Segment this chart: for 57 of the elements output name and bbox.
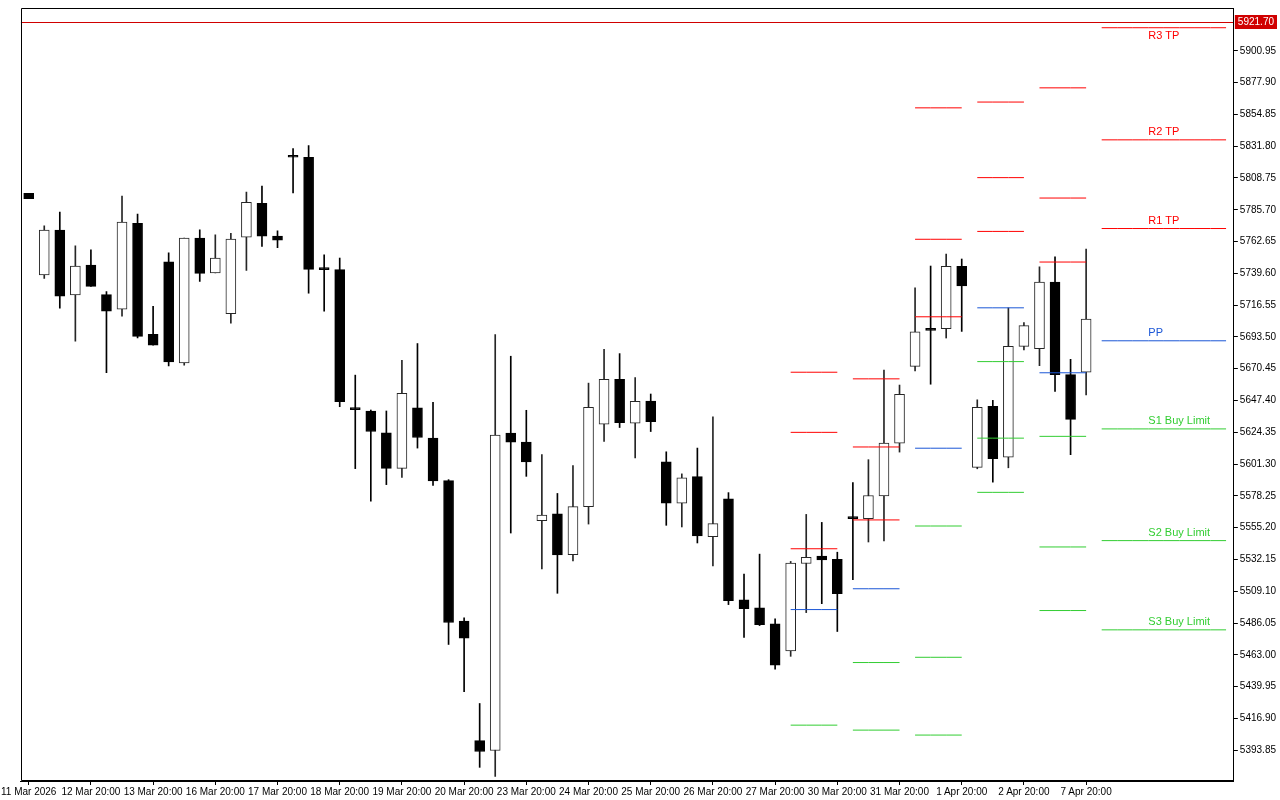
y-tick-label: 5785.70 [1239,203,1277,215]
y-tick-label: 5693.50 [1239,330,1277,342]
x-tick-label: 27 Mar 20:00 [745,785,806,797]
y-tick-label: 5601.30 [1239,457,1277,469]
x-tick-label: 20 Mar 20:00 [434,785,495,797]
y-tick-label: 5854.85 [1239,108,1277,120]
candlestick [847,482,859,581]
candlestick [800,514,812,613]
x-tick-label: 11 Mar 2026 [1,785,57,797]
y-tick-label: 5439.95 [1239,680,1277,692]
series-label: S1 Buy Limit [1148,414,1211,427]
x-tick-label: 2 Apr 20:00 [998,785,1050,797]
y-tick-label: 5416.90 [1239,712,1277,724]
series-label: S3 Buy Limit [1148,615,1211,628]
series-label: S2 Buy Limit [1148,526,1211,539]
y-tick-label: 5509.10 [1239,584,1277,596]
candlestick [505,355,517,534]
x-tick-label: 7 Apr 20:00 [1060,785,1113,797]
x-tick-label: 25 Mar 20:00 [621,785,681,797]
y-tick-label: 5670.45 [1239,362,1277,374]
candlestick [707,416,719,567]
x-tick-label: 19 Mar 20:00 [372,785,432,797]
x-tick-label: 13 Mar 20:00 [123,785,184,797]
y-tick-label: 5739.60 [1239,267,1277,279]
candlestick [318,254,330,312]
x-tick-label: 17 Mar 20:00 [248,785,308,797]
y-tick-label: 5716.55 [1239,298,1277,310]
series-label: PP [1148,326,1164,339]
y-tick-label: 5900.95 [1239,44,1277,56]
x-tick-label: 1 Apr 20:00 [936,785,988,797]
y-tick-label: 5877.90 [1239,76,1277,88]
ref-line-label: 5921.70 [1237,15,1275,27]
y-tick-label: 5647.40 [1239,394,1277,406]
y-tick-label: 5762.65 [1239,235,1277,247]
y-tick-label: 5463.00 [1239,648,1277,660]
y-tick-label: 5808.75 [1239,171,1277,183]
y-tick-label: 5624.35 [1239,426,1277,438]
series-label: R3 TP [1148,29,1180,42]
x-tick-label: 30 Mar 20:00 [807,785,868,797]
y-tick-label: 5578.25 [1239,489,1277,501]
series-label: R1 TP [1148,214,1180,227]
x-tick-label: 18 Mar 20:00 [310,785,370,797]
y-tick-label: 5393.85 [1239,743,1277,755]
candlestick [349,374,361,469]
x-tick-label: 24 Mar 20:00 [559,785,619,797]
x-tick-label: 16 Mar 20:00 [185,785,246,797]
x-tick-label: 23 Mar 20:00 [496,785,557,797]
y-tick-label: 5555.20 [1239,521,1277,533]
candlestick [287,148,299,194]
candlestick [365,409,377,502]
x-tick-label: 31 Mar 20:00 [870,785,930,797]
x-tick-label: 26 Mar 20:00 [683,785,743,797]
x-tick-label: 12 Mar 20:00 [61,785,121,797]
series-label: R2 TP [1148,125,1180,138]
y-tick-label: 5831.80 [1239,139,1277,151]
y-tick-label: 5486.05 [1239,616,1277,628]
y-tick-label: 5532.15 [1239,553,1277,565]
